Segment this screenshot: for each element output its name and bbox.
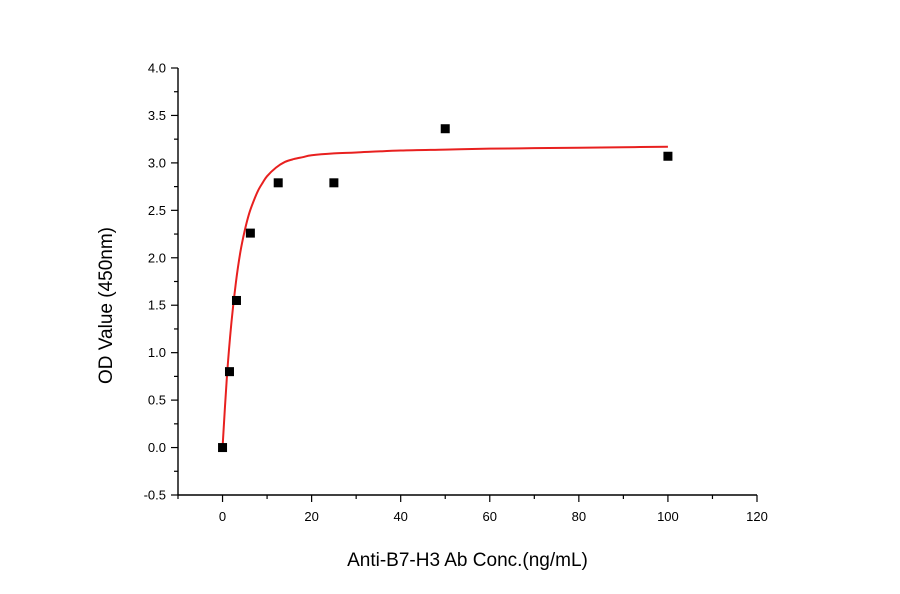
x-axis-title: Anti-B7-H3 Ab Conc.(ng/mL) bbox=[347, 550, 588, 571]
data-point bbox=[231, 295, 241, 305]
x-ticks: 0 20 40 60 80 100 120 bbox=[177, 495, 768, 524]
data-point bbox=[245, 228, 255, 238]
data-point bbox=[273, 178, 283, 188]
points-layer bbox=[218, 124, 673, 453]
x-tick-label: 100 bbox=[657, 509, 679, 524]
y-tick-label: 2.5 bbox=[148, 203, 166, 218]
x-tick-label: 60 bbox=[483, 509, 497, 524]
data-point bbox=[440, 124, 450, 134]
x-tick-label: 20 bbox=[304, 509, 318, 524]
x-tick-label: 120 bbox=[746, 509, 768, 524]
axes bbox=[177, 68, 757, 496]
x-tick-label: 0 bbox=[219, 509, 226, 524]
y-tick-label: 1.0 bbox=[148, 345, 166, 360]
data-point bbox=[329, 178, 339, 188]
x-tick-label: 40 bbox=[393, 509, 407, 524]
data-point bbox=[224, 367, 234, 377]
y-tick-label: 3.0 bbox=[148, 155, 166, 170]
fit-curve bbox=[221, 145, 668, 448]
y-tick-label: 0.5 bbox=[148, 393, 166, 408]
y-tick-label: 3.5 bbox=[148, 108, 166, 123]
x-tick-label: 80 bbox=[572, 509, 586, 524]
y-tick-label: -0.5 bbox=[144, 488, 166, 503]
y-tick-label: 1.5 bbox=[148, 298, 166, 313]
y-tick-label: 4.0 bbox=[148, 61, 166, 76]
data-point bbox=[663, 151, 673, 161]
y-tick-label: 2.0 bbox=[148, 250, 166, 265]
y-tick-label: 0.0 bbox=[148, 440, 166, 455]
y-ticks: -0.5 0.0 0.5 1.0 1.5 2.0 2.5 3.0 3.5 4.0 bbox=[144, 61, 178, 503]
fit-layer bbox=[221, 145, 668, 448]
y-axis-title: OD Value (450nm) bbox=[96, 227, 117, 384]
data-point bbox=[218, 443, 228, 453]
